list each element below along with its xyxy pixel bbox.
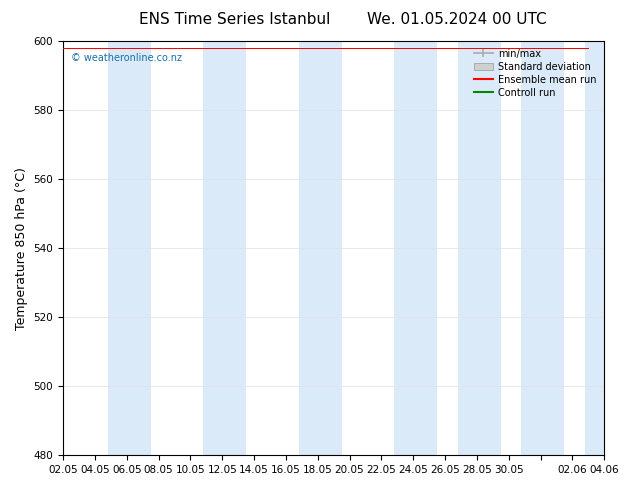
Bar <box>203 41 246 455</box>
Bar <box>108 41 150 455</box>
Text: © weatheronline.co.nz: © weatheronline.co.nz <box>71 53 182 64</box>
Legend: min/max, Standard deviation, Ensemble mean run, Controll run: min/max, Standard deviation, Ensemble me… <box>470 46 599 100</box>
Bar <box>585 41 612 455</box>
Bar <box>521 41 564 455</box>
Bar <box>394 41 437 455</box>
Text: ENS Time Series Istanbul: ENS Time Series Istanbul <box>139 12 330 27</box>
Y-axis label: Temperature 850 hPa (°C): Temperature 850 hPa (°C) <box>15 167 28 330</box>
Bar <box>458 41 501 455</box>
Bar <box>299 41 342 455</box>
Text: We. 01.05.2024 00 UTC: We. 01.05.2024 00 UTC <box>366 12 547 27</box>
